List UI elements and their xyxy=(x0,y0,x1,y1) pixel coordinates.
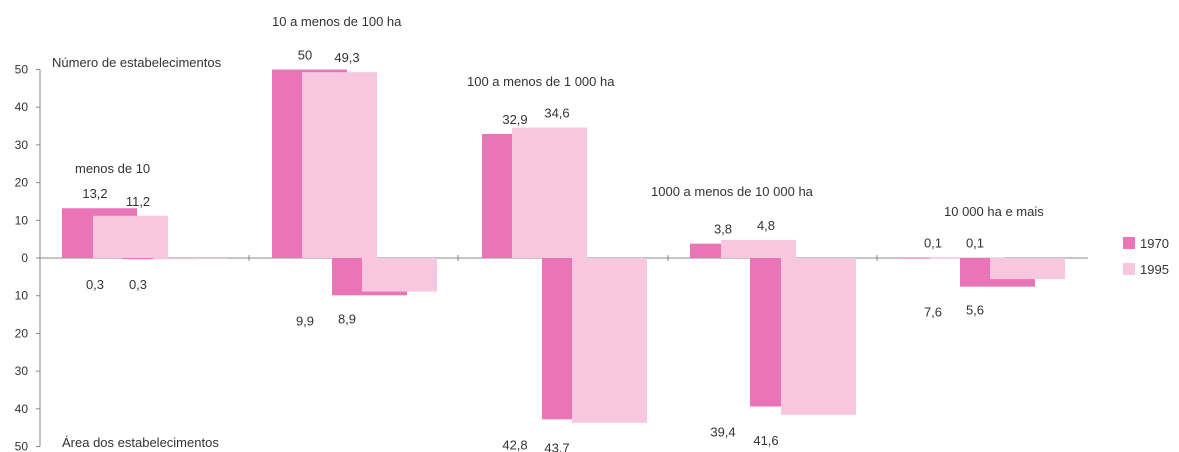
bottom-title: Área dos estabelecimentos xyxy=(62,435,219,450)
data-label-area-1970: 7,6 xyxy=(924,305,942,320)
bar-number-1995 xyxy=(721,239,796,258)
legend-swatch-1995 xyxy=(1123,263,1135,275)
bar-number-1995 xyxy=(93,215,168,258)
data-label-number-1970: 0,1 xyxy=(924,236,942,251)
data-label-area-1970: 39,4 xyxy=(710,425,735,440)
top-title: Número de estabelecimentos xyxy=(52,55,222,70)
y-tick-label: 20 xyxy=(15,326,29,340)
data-label-number-1995: 0,1 xyxy=(966,236,984,251)
y-tick-label: 50 xyxy=(15,440,29,452)
data-label-number-1995: 11,2 xyxy=(126,194,150,209)
category-label: 10 a menos de 100 ha xyxy=(272,14,402,29)
bar-number-1995 xyxy=(512,127,587,258)
data-label-number-1995: 34,6 xyxy=(544,106,569,121)
bar-area-1995 xyxy=(362,258,437,292)
legend-label-1970: 1970 xyxy=(1140,236,1169,251)
data-label-area-1970: 42,8 xyxy=(502,437,527,452)
legend: 1970 1995 xyxy=(1123,236,1169,277)
y-tick-label: 40 xyxy=(15,402,29,416)
category-label: menos de 10 xyxy=(75,161,150,176)
data-label-area-1995: 43,7 xyxy=(544,441,569,452)
data-label-area-1970: 9,9 xyxy=(296,313,314,328)
y-tick-label: 30 xyxy=(15,364,29,378)
data-label-area-1995: 8,9 xyxy=(338,311,356,326)
bar-area-1995 xyxy=(153,258,228,260)
bar-number-1995 xyxy=(302,72,377,258)
data-label-number-1970: 50 xyxy=(298,48,312,63)
data-label-area-1995: 5,6 xyxy=(966,303,984,318)
category-label: 10 000 ha e mais xyxy=(944,204,1044,219)
data-label-number-1995: 4,8 xyxy=(757,218,775,233)
y-tick-label: 20 xyxy=(15,176,29,190)
legend-swatch-1970 xyxy=(1123,237,1135,249)
bar-area-1995 xyxy=(781,258,856,415)
y-tick-label: 30 xyxy=(15,138,29,152)
bar-area-1995 xyxy=(990,258,1065,280)
data-label-number-1970: 32,9 xyxy=(502,112,527,127)
y-tick-label: 10 xyxy=(15,213,29,227)
y-tick-label: 10 xyxy=(15,289,29,303)
data-label-number-1970: 13,2 xyxy=(82,186,107,201)
y-tick-label: 50 xyxy=(15,63,29,77)
data-label-area-1995: 0,3 xyxy=(129,277,147,292)
category-label: 1000 a menos de 10 000 ha xyxy=(651,184,814,199)
data-label-area-1995: 41,6 xyxy=(753,433,778,448)
y-tick-label: 40 xyxy=(15,100,29,114)
legend-label-1995: 1995 xyxy=(1140,262,1169,277)
category-label: 100 a menos de 1 000 ha xyxy=(467,74,615,89)
data-label-area-1970: 0,3 xyxy=(86,277,104,292)
y-tick-label: 0 xyxy=(21,251,28,265)
data-label-number-1970: 3,8 xyxy=(714,222,732,237)
bar-area-1995 xyxy=(572,258,647,423)
data-label-number-1995: 49,3 xyxy=(334,50,359,65)
